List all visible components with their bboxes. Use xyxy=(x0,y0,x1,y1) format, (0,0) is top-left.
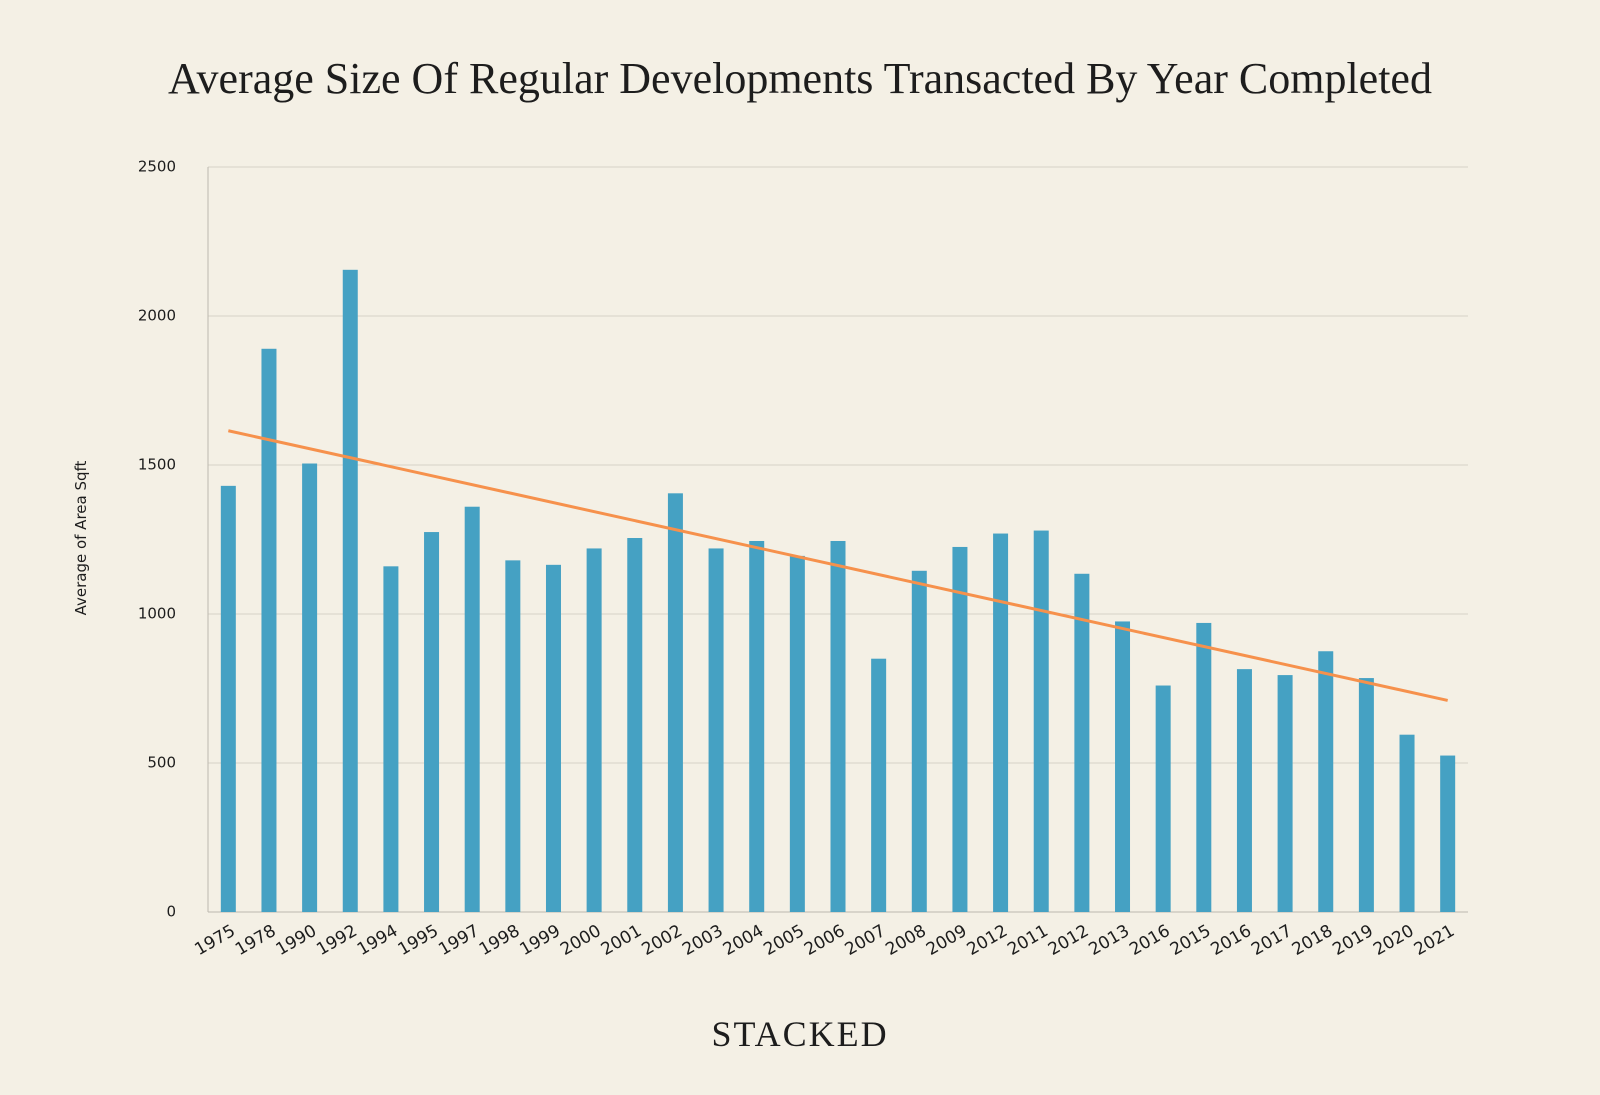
bar xyxy=(545,564,561,912)
bar xyxy=(749,540,765,912)
y-tick-label: 2000 xyxy=(138,307,176,325)
chart-title: Average Size Of Regular Developments Tra… xyxy=(168,54,1432,103)
y-tick-label: 1500 xyxy=(138,456,176,474)
y-tick-label: 500 xyxy=(147,754,176,772)
bar xyxy=(383,566,399,912)
bar xyxy=(220,485,236,912)
bar xyxy=(464,506,480,912)
bar xyxy=(586,548,602,912)
y-tick-label: 1000 xyxy=(138,605,176,623)
bar xyxy=(1358,678,1374,912)
y-tick-label: 2500 xyxy=(138,158,176,176)
y-tick-label: 0 xyxy=(166,903,176,921)
bar xyxy=(708,548,724,912)
bar xyxy=(1074,573,1090,912)
bar xyxy=(261,348,277,912)
bar xyxy=(1318,651,1334,912)
bar xyxy=(1033,530,1049,912)
bar xyxy=(993,533,1009,912)
y-axis-title: Average of Area Sqft xyxy=(72,460,90,615)
bar xyxy=(505,560,521,912)
trend-line xyxy=(227,429,1449,702)
bar xyxy=(1440,755,1456,912)
bar xyxy=(871,658,887,912)
bar xyxy=(952,546,968,912)
bar xyxy=(830,540,846,912)
bar xyxy=(627,538,643,912)
bar xyxy=(342,269,358,912)
bar xyxy=(1115,621,1131,912)
bar xyxy=(1196,622,1212,912)
bar xyxy=(1155,685,1171,912)
bar xyxy=(1399,734,1415,912)
footer-logo: STACKED xyxy=(711,1014,888,1054)
bar xyxy=(302,463,318,912)
bar xyxy=(424,532,440,912)
bar xyxy=(667,493,683,912)
bar xyxy=(1236,669,1252,912)
bar xyxy=(1277,675,1293,912)
bar xyxy=(911,570,927,912)
bar xyxy=(789,555,805,912)
